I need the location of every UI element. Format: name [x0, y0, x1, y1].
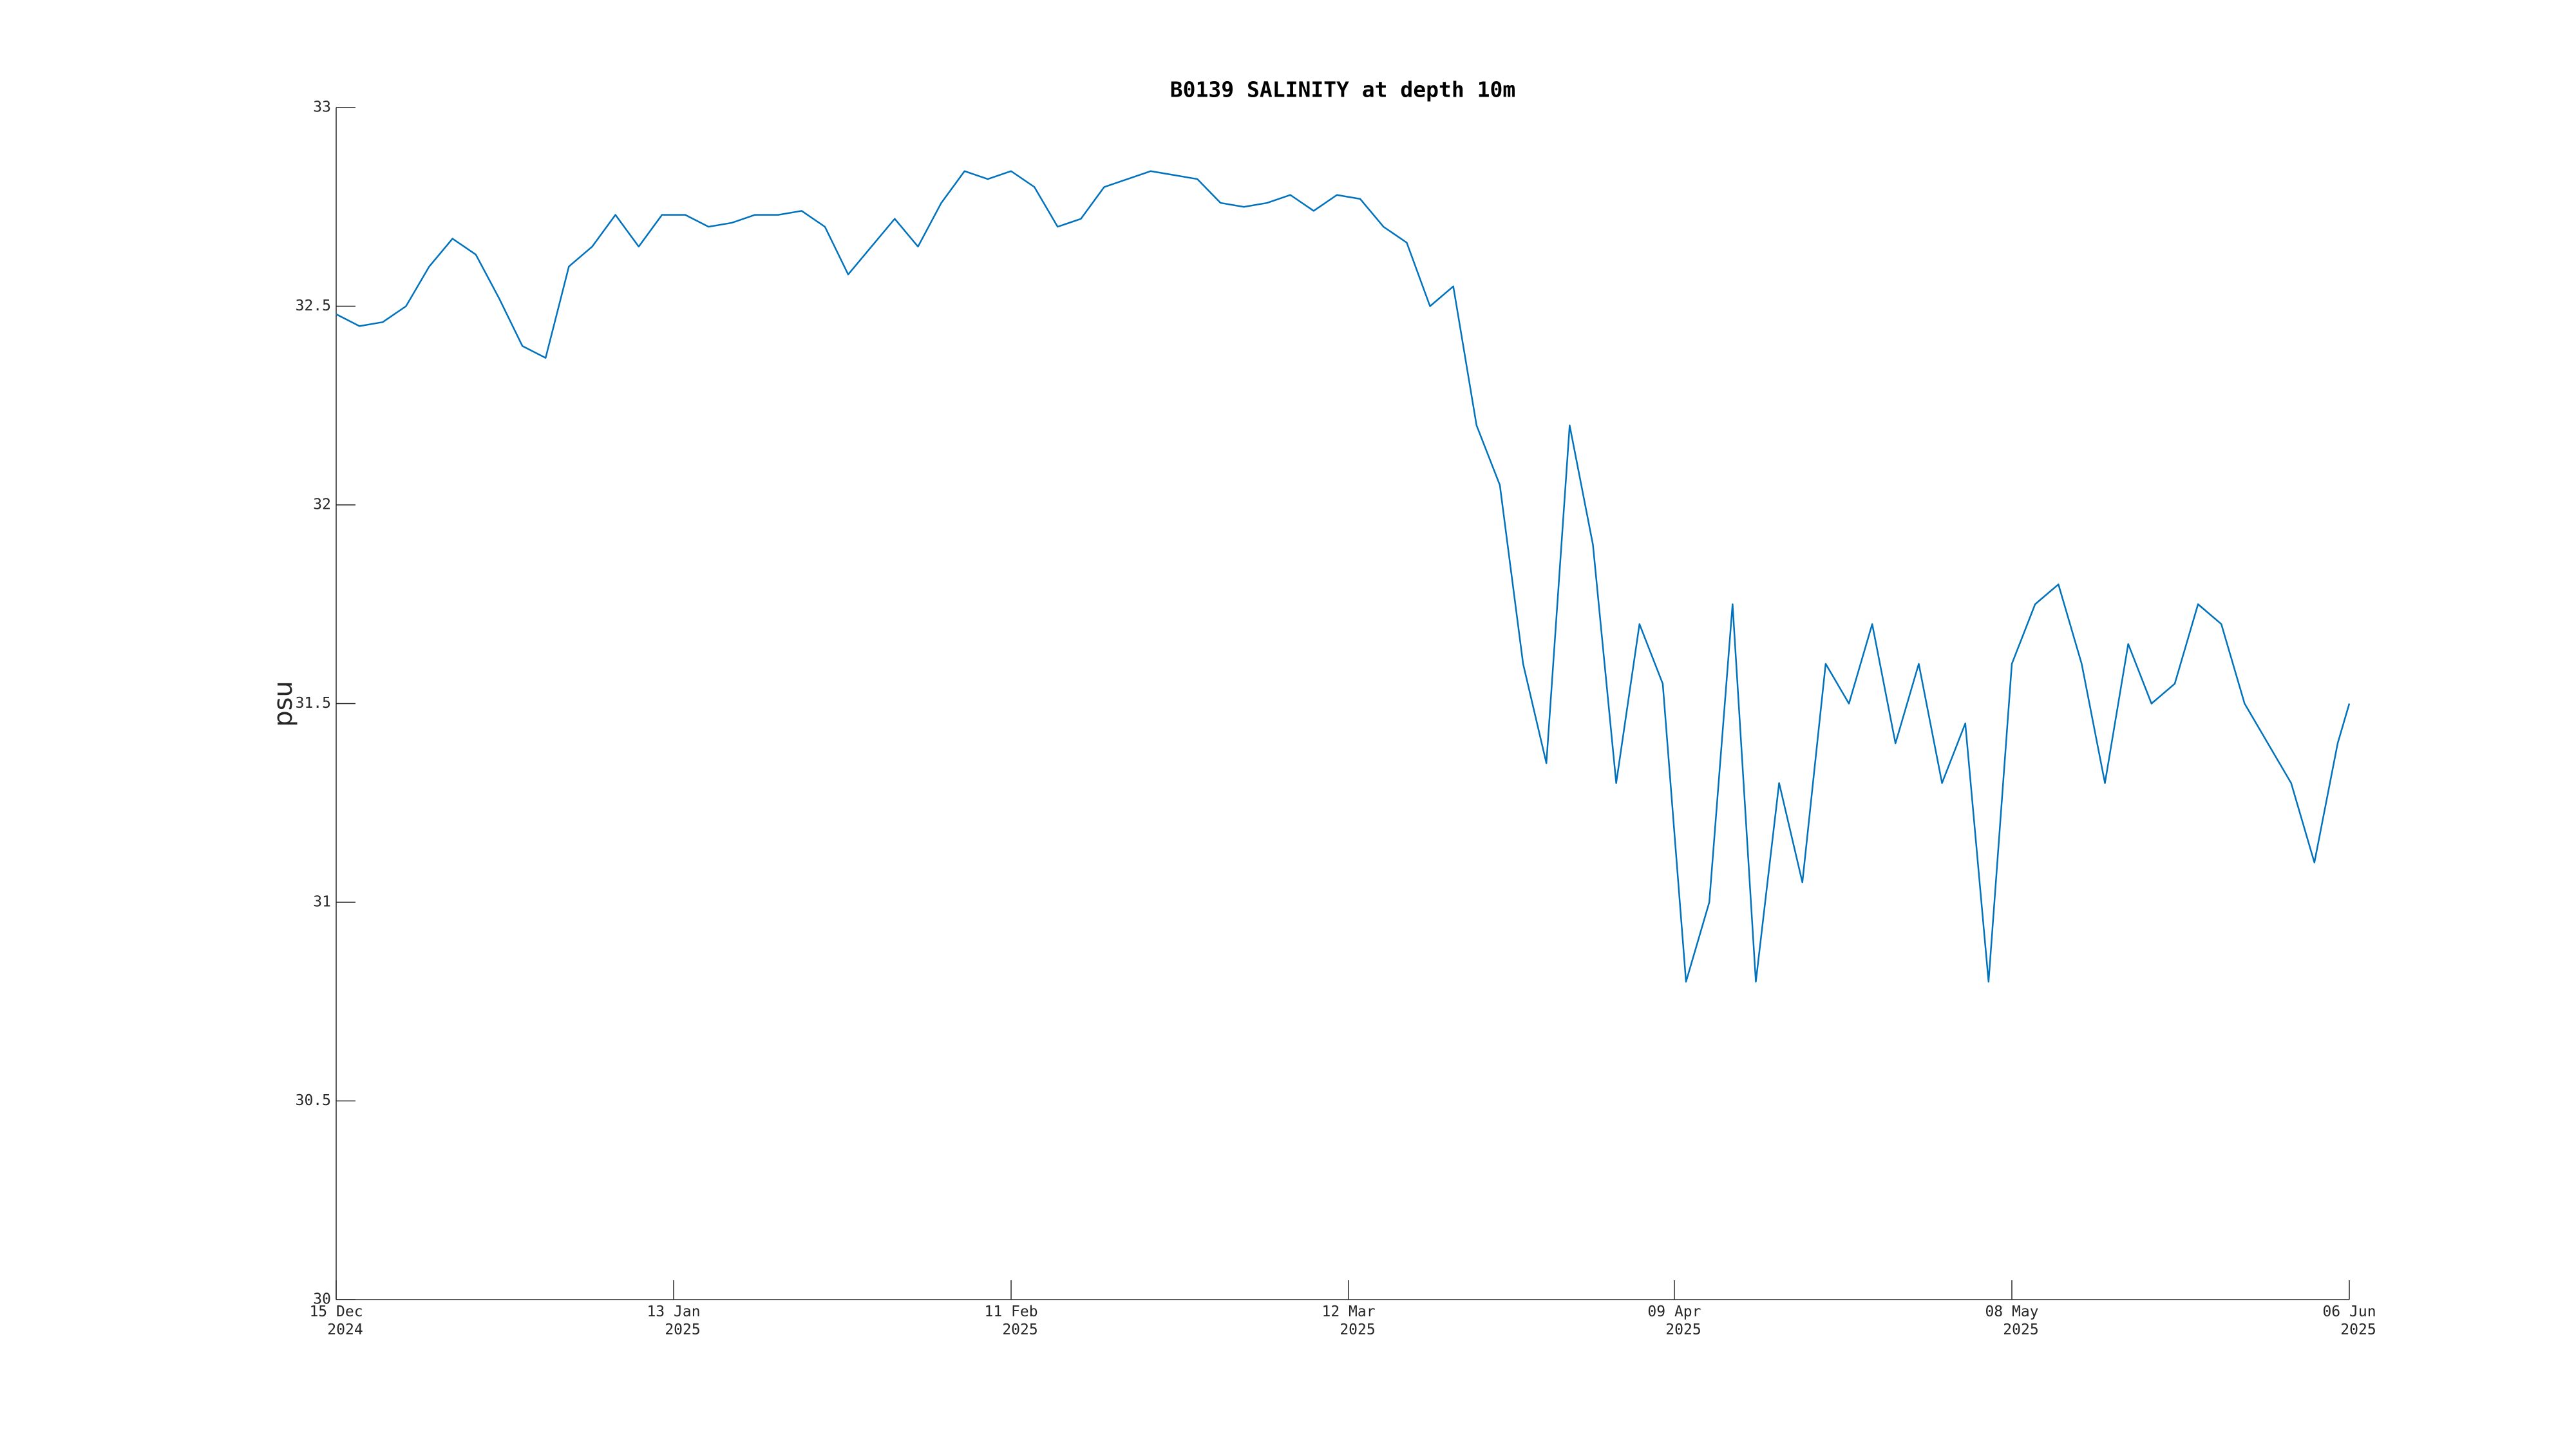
- x-tick-label: 12 Mar 2025: [1321, 1303, 1375, 1338]
- chart-title: B0139 SALINITY at depth 10m: [1170, 77, 1515, 102]
- y-tick-label: 31.5: [296, 695, 331, 712]
- y-tick-label: 33: [313, 99, 331, 116]
- y-axis-label: psu: [269, 681, 298, 727]
- y-tick-label: 32.5: [296, 298, 331, 314]
- data-line: [336, 170, 2351, 983]
- y-tick-label: 32: [313, 497, 331, 513]
- x-tick-label: 13 Jan 2025: [647, 1303, 700, 1338]
- y-tick-label: 30.5: [296, 1092, 331, 1109]
- x-tick-label: 15 Dec 2024: [309, 1303, 363, 1338]
- x-tick-label: 09 Apr 2025: [1647, 1303, 1701, 1338]
- x-tick-label: 08 May 2025: [1985, 1303, 2038, 1338]
- x-tick-label: 06 Jun 2025: [2322, 1303, 2376, 1338]
- y-tick-label: 30: [313, 1291, 331, 1308]
- x-tick-label: 11 Feb 2025: [984, 1303, 1037, 1338]
- y-tick-label: 31: [313, 894, 331, 911]
